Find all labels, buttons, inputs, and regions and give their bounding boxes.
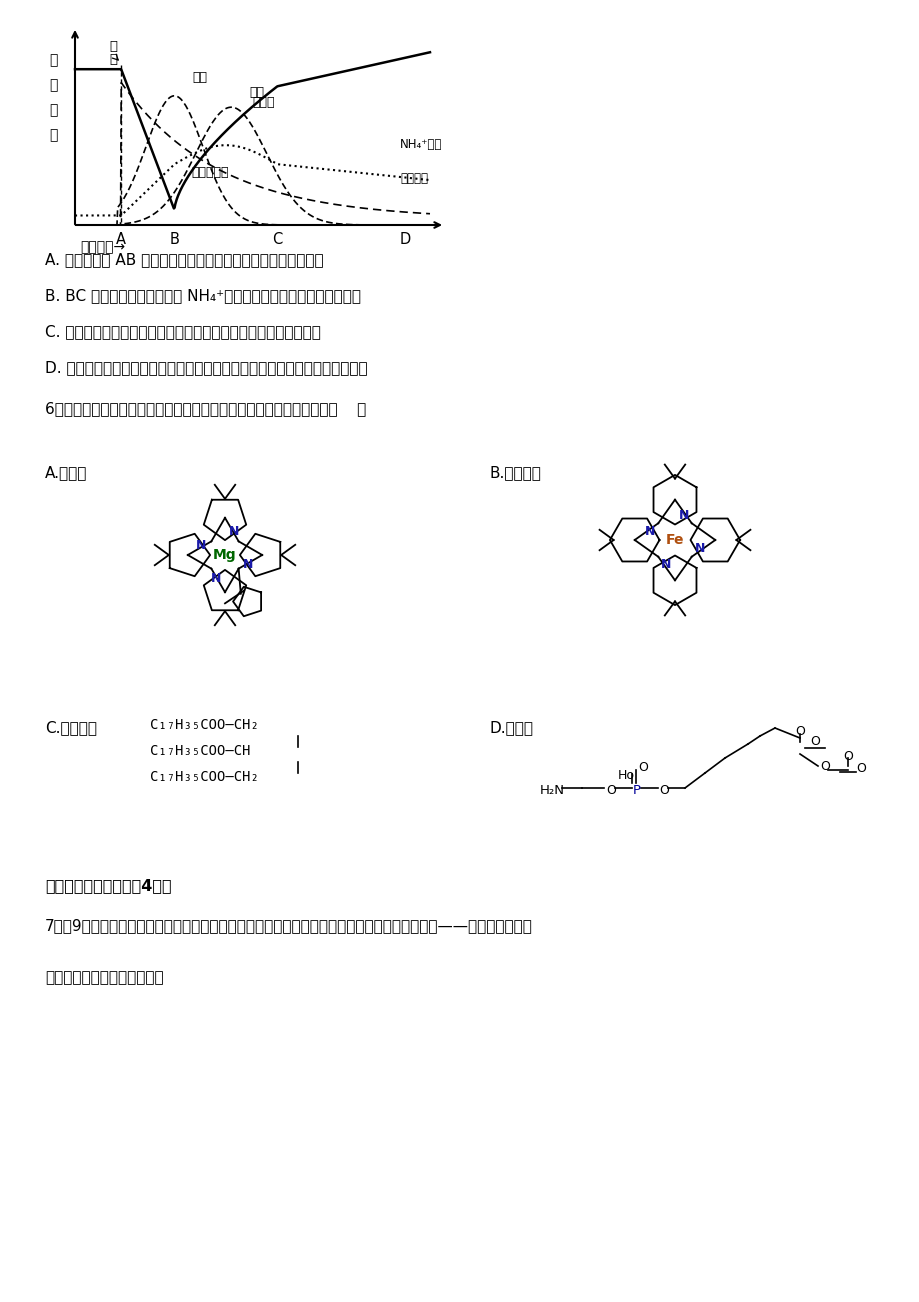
Text: Fe: Fe — [665, 533, 684, 547]
Text: 河流方向→: 河流方向→ — [80, 240, 125, 254]
Text: 细菌: 细菌 — [192, 72, 207, 85]
Text: 7．（9分）动物乳腺生物反应器能被应用于现代生物制药。下图为利用奶牛生产抗病毒的特效药——干扰素的基本流: 7．（9分）动物乳腺生物反应器能被应用于现代生物制药。下图为利用奶牛生产抗病毒的… — [45, 918, 532, 934]
Text: O: O — [819, 760, 829, 773]
Text: A: A — [116, 232, 126, 246]
Text: C₁₇H₃₅COO—CH₂: C₁₇H₃₅COO—CH₂ — [150, 769, 258, 784]
Text: B. BC 段有机物分解后形成的 NH₄⁺等无机盐离子有利于藻类大量繁殖: B. BC 段有机物分解后形成的 NH₄⁺等无机盐离子有利于藻类大量繁殖 — [45, 288, 360, 303]
Text: 藻类: 藻类 — [249, 86, 264, 99]
Text: C.甘油三酯: C.甘油三酯 — [45, 720, 96, 736]
Text: O: O — [794, 725, 804, 738]
Text: 程部分图。请回答下列问题。: 程部分图。请回答下列问题。 — [45, 970, 164, 986]
Text: A.叶绿素: A.叶绿素 — [45, 465, 87, 480]
Text: 溶解氧: 溶解氧 — [252, 96, 275, 109]
Text: N: N — [210, 572, 221, 585]
Text: 数: 数 — [49, 103, 57, 117]
Text: B.血红蛋白: B.血红蛋白 — [490, 465, 541, 480]
Text: N: N — [229, 525, 239, 538]
Text: O: O — [658, 785, 668, 798]
Text: C₁₇H₃₅COO—CH: C₁₇H₃₅COO—CH — [150, 743, 250, 758]
Text: N: N — [677, 509, 688, 522]
Text: 污: 污 — [109, 40, 117, 53]
Text: N: N — [196, 539, 207, 552]
Text: D: D — [399, 232, 410, 246]
Text: O: O — [855, 763, 865, 776]
Text: N: N — [244, 559, 254, 570]
Text: A. 在该河流的 AB 段上，好氧细菌大量繁殖，溶解氧被大量消耗: A. 在该河流的 AB 段上，好氧细菌大量繁殖，溶解氧被大量消耗 — [45, 253, 323, 267]
Text: N: N — [694, 542, 704, 555]
Text: O: O — [842, 750, 852, 763]
Text: 水: 水 — [109, 53, 117, 66]
Text: D.脑磷脂: D.脑磷脂 — [490, 720, 533, 736]
Text: B: B — [169, 232, 179, 246]
Text: 含碳有机物: 含碳有机物 — [191, 165, 229, 178]
Text: NH₄⁺等无: NH₄⁺等无 — [400, 138, 442, 151]
Text: Mg: Mg — [213, 548, 236, 562]
Text: 相: 相 — [49, 53, 57, 66]
Text: 对: 对 — [49, 78, 57, 92]
Text: D. 该河流生态系统的结构包括非生物的物质和能量、生产者、消费者和分解者: D. 该河流生态系统的结构包括非生物的物质和能量、生产者、消费者和分解者 — [45, 359, 368, 375]
Text: 机盐离子: 机盐离子 — [400, 172, 427, 185]
Text: N: N — [661, 559, 671, 572]
Text: 二、综合题：本大题兲4小题: 二、综合题：本大题兲4小题 — [45, 878, 172, 893]
Text: 值: 值 — [49, 128, 57, 142]
Text: O: O — [606, 785, 615, 798]
Text: H₂N: H₂N — [539, 785, 564, 798]
Text: P: P — [632, 785, 641, 798]
Text: C₁₇H₃₅COO—CH₂: C₁₇H₃₅COO—CH₂ — [150, 717, 258, 732]
Text: C: C — [272, 232, 282, 246]
Text: 6．下列哪一种物质不能说明无机盐是某些复杂化合物的重要组成成分（    ）: 6．下列哪一种物质不能说明无机盐是某些复杂化合物的重要组成成分（ ） — [45, 401, 366, 417]
Text: O: O — [637, 762, 647, 775]
Text: Ho: Ho — [618, 769, 634, 783]
Text: O: O — [809, 736, 819, 749]
Text: N: N — [644, 525, 654, 538]
Text: C. 相对于海洋生态系统，该河流生态系统具有较强的恢复力稳定性: C. 相对于海洋生态系统，该河流生态系统具有较强的恢复力稳定性 — [45, 324, 321, 339]
